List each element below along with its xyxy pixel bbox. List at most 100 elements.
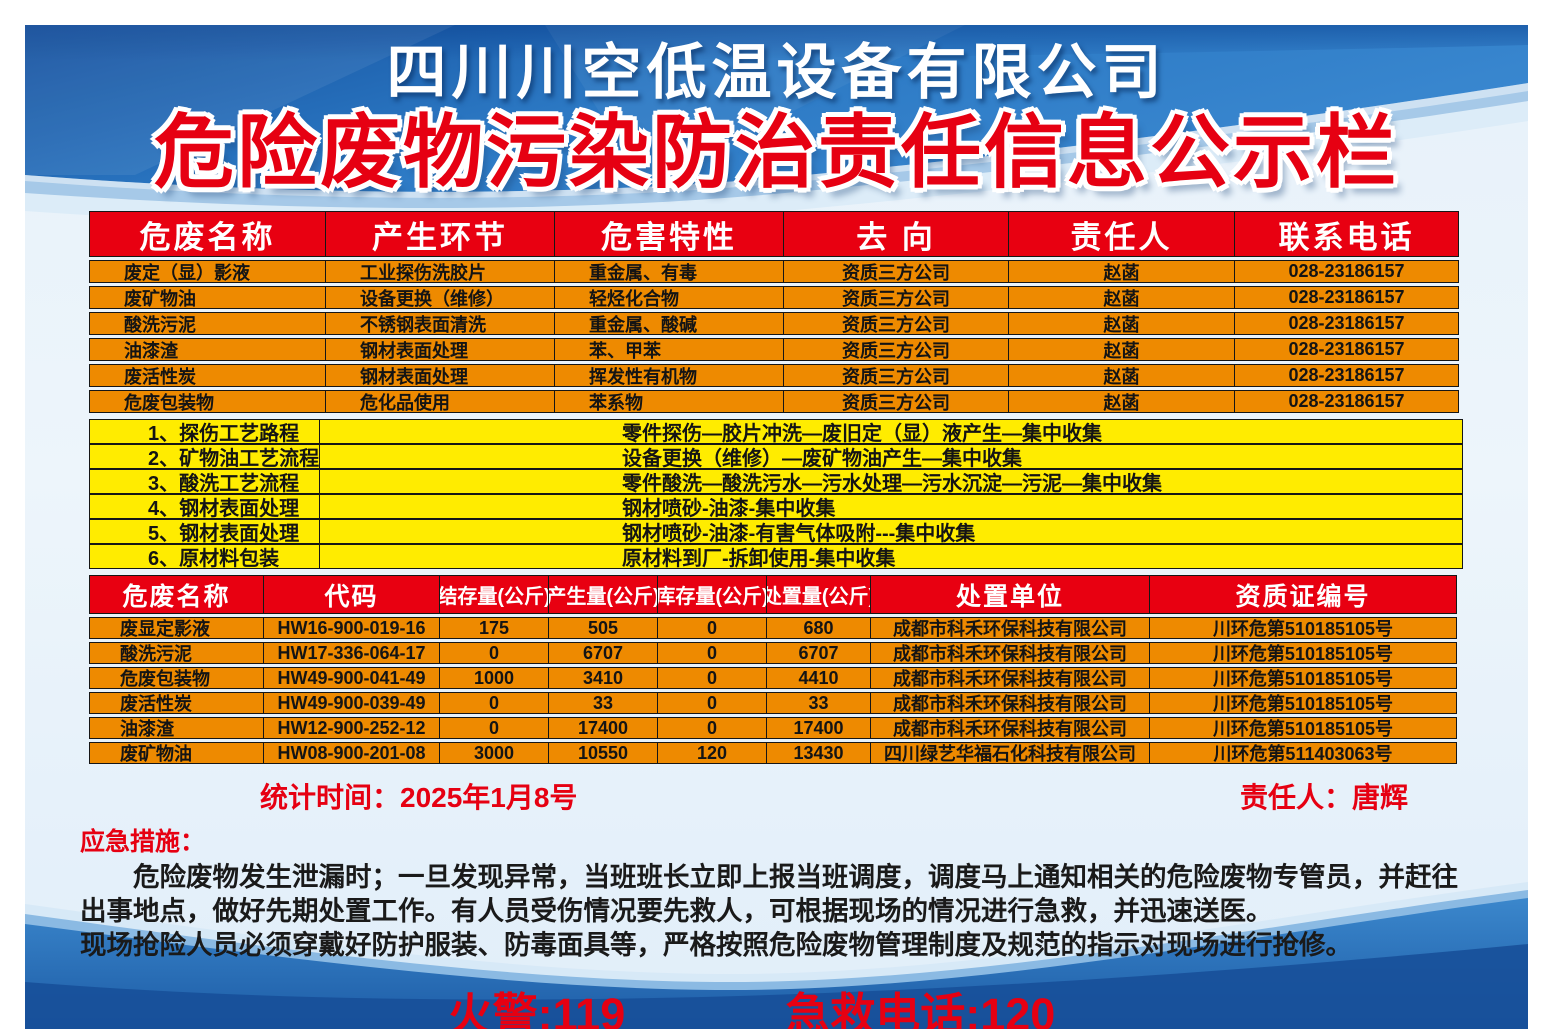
emergency-measures-text: 危险废物发生泄漏时；一旦发现异常，当班班长立即上报当班调度，调度马上通知相关的危… bbox=[80, 860, 1480, 962]
waste-cell: 苯系物 bbox=[554, 390, 784, 413]
waste-cell: 资质三方公司 bbox=[783, 260, 1009, 283]
waste-table-row: 酸洗污泥 不锈钢表面清洗 重金属、酸碱 资质三方公司 赵菡 028-23186157 bbox=[89, 312, 1464, 335]
quantity-cell: 505 bbox=[548, 617, 658, 639]
waste-cell: 危化品使用 bbox=[325, 390, 555, 413]
medical-phone-number: 急救电话:120 bbox=[785, 989, 1056, 1029]
quantity-cell: 川环危第510185105号 bbox=[1149, 692, 1457, 714]
process-table-row: 1、探伤工艺路程 零件探伤—胶片冲洗—废旧定（显）液产生—集中收集 bbox=[89, 419, 1464, 444]
quantity-header-cell: 代码 bbox=[263, 575, 440, 614]
stats-line: 统计时间：2025年1月8号 责任人：唐辉 bbox=[25, 776, 1528, 816]
process-flow-cell: 钢材喷砂-油漆-有害气体吸附---集中收集 bbox=[319, 519, 1463, 544]
process-flow-table: 1、探伤工艺路程 零件探伤—胶片冲洗—废旧定（显）液产生—集中收集 2、矿物油工艺流… bbox=[89, 419, 1464, 569]
quantity-cell: 0 bbox=[439, 692, 549, 714]
quantity-cell: 3000 bbox=[439, 742, 549, 764]
quantity-cell: 成都市科禾环保科技有限公司 bbox=[870, 692, 1150, 714]
emergency-measures-title: 应急措施： bbox=[80, 828, 206, 856]
quantity-table-row: 酸洗污泥 HW17-336-064-17 0 6707 0 6707 成都市科禾环保科技有限… bbox=[89, 642, 1464, 664]
waste-header-cell: 产生环节 bbox=[325, 211, 555, 257]
waste-cell: 重金属、有毒 bbox=[554, 260, 784, 283]
quantity-cell: HW49-900-041-49 bbox=[263, 667, 440, 689]
quantity-cell: 成都市科禾环保科技有限公司 bbox=[870, 642, 1150, 664]
quantity-header-cell: 危废名称 bbox=[89, 575, 264, 614]
waste-cell: 危废包装物 bbox=[89, 390, 326, 413]
quantity-table-row: 危废包装物 HW49-900-041-49 1000 3410 0 4410 成都市科禾环保… bbox=[89, 667, 1464, 689]
quantity-cell: 10550 bbox=[548, 742, 658, 764]
quantity-cell: 0 bbox=[657, 667, 767, 689]
waste-table-header-row: 危废名称 产生环节 危害特性去 向责任人 联系电话 bbox=[89, 211, 1464, 257]
process-flow-cell: 钢材喷砂-油漆-集中收集 bbox=[319, 494, 1463, 519]
quantity-table-row: 废矿物油 HW08-900-201-08 3000 10550 120 13430 四川绿艺… bbox=[89, 742, 1464, 764]
quantity-cell: 成都市科禾环保科技有限公司 bbox=[870, 667, 1150, 689]
quantity-cell: 0 bbox=[439, 642, 549, 664]
waste-table-row: 废活性炭 钢材表面处理 挥发性有机物 资质三方公司 赵菡 028-23186157 bbox=[89, 364, 1464, 387]
waste-cell: 苯、甲苯 bbox=[554, 338, 784, 361]
quantity-cell: 17400 bbox=[766, 717, 871, 739]
stats-time: 统计时间：2025年1月8号 bbox=[260, 782, 578, 813]
waste-cell: 工业探伤洗胶片 bbox=[325, 260, 555, 283]
quantity-header-cell: 处置单位 bbox=[870, 575, 1150, 614]
waste-header-cell: 去 向 bbox=[783, 211, 1009, 257]
quantity-cell: 175 bbox=[439, 617, 549, 639]
waste-table-row: 废定（显）影液 工业探伤洗胶片 重金属、有毒 资质三方公司 赵菡 028-23186157 bbox=[89, 260, 1464, 283]
waste-header-cell: 危害特性 bbox=[554, 211, 784, 257]
quantity-cell: 6707 bbox=[766, 642, 871, 664]
quantity-cell: HW16-900-019-16 bbox=[263, 617, 440, 639]
waste-cell: 资质三方公司 bbox=[783, 390, 1009, 413]
quantity-cell: 3410 bbox=[548, 667, 658, 689]
quantity-cell: 0 bbox=[657, 642, 767, 664]
fire-alarm-number: 火警:119 bbox=[447, 989, 626, 1029]
process-table-row: 5、钢材表面处理 钢材喷砂-油漆-有害气体吸附---集中收集 bbox=[89, 519, 1464, 544]
quantity-cell: 6707 bbox=[548, 642, 658, 664]
waste-cell: 资质三方公司 bbox=[783, 364, 1009, 387]
process-label-cell: 2、矿物油工艺流程 bbox=[89, 444, 320, 469]
quantity-cell: 川环危第511403063号 bbox=[1149, 742, 1457, 764]
quantity-cell: 成都市科禾环保科技有限公司 bbox=[870, 717, 1150, 739]
bulletin-board-poster: 四川川空低温设备有限公司 危险废物污染防治责任信息公示栏 危废名称 产生环节 危害特… bbox=[25, 25, 1528, 1029]
process-label-cell: 5、钢材表面处理 bbox=[89, 519, 320, 544]
quantity-cell: 33 bbox=[548, 692, 658, 714]
waste-cell: 赵菡 bbox=[1008, 338, 1235, 361]
quantity-cell: 废矿物油 bbox=[89, 742, 264, 764]
quantity-header-cell: 产生量(公斤) bbox=[548, 575, 658, 614]
quantity-header-cell: 结存量(公斤) bbox=[439, 575, 549, 614]
quantity-cell: 120 bbox=[657, 742, 767, 764]
waste-cell: 资质三方公司 bbox=[783, 286, 1009, 309]
quantity-cell: 废显定影液 bbox=[89, 617, 264, 639]
quantity-table-row: 废活性炭 HW49-900-039-49 0 33 0 33 成都市科禾环保科技有限公司 川环… bbox=[89, 692, 1464, 714]
quantity-cell: 17400 bbox=[548, 717, 658, 739]
process-table-row: 3、酸洗工艺流程 零件酸洗—酸洗污水—污水处理—污水沉淀—污泥—集中收集 bbox=[89, 469, 1464, 494]
waste-cell: 资质三方公司 bbox=[783, 312, 1009, 335]
waste-cell: 酸洗污泥 bbox=[89, 312, 326, 335]
waste-cell: 赵菡 bbox=[1008, 390, 1235, 413]
company-title: 四川川空低温设备有限公司 bbox=[386, 39, 1167, 106]
quantity-cell: 4410 bbox=[766, 667, 871, 689]
quantity-cell: 成都市科禾环保科技有限公司 bbox=[870, 617, 1150, 639]
page-title: 危险废物污染防治责任信息公示栏 bbox=[154, 108, 1399, 197]
quantity-header-cell: 处置量(公斤) bbox=[766, 575, 871, 614]
process-label-cell: 1、探伤工艺路程 bbox=[89, 419, 320, 444]
waste-cell: 挥发性有机物 bbox=[554, 364, 784, 387]
waste-header-cell: 责任人 bbox=[1008, 211, 1235, 257]
responsible-person: 责任人：唐辉 bbox=[1239, 782, 1408, 813]
process-table-row: 2、矿物油工艺流程 设备更换（维修）—废矿物油产生—集中收集 bbox=[89, 444, 1464, 469]
process-table-row: 6、原材料包装 原材料到厂-拆卸使用-集中收集 bbox=[89, 544, 1464, 569]
quantity-cell: 13430 bbox=[766, 742, 871, 764]
waste-cell: 028-23186157 bbox=[1234, 312, 1459, 335]
quantity-table: 危废名称 代码 结存量(公斤) 产生量(公斤) 库存量(公斤) 处置量(公斤) 处置单位 资质… bbox=[89, 575, 1464, 764]
waste-cell: 028-23186157 bbox=[1234, 286, 1459, 309]
quantity-cell: 油漆渣 bbox=[89, 717, 264, 739]
quantity-cell: 0 bbox=[657, 617, 767, 639]
quantity-cell: 0 bbox=[657, 692, 767, 714]
process-flow-cell: 零件酸洗—酸洗污水—污水处理—污水沉淀—污泥—集中收集 bbox=[319, 469, 1463, 494]
quantity-cell: 川环危第510185105号 bbox=[1149, 667, 1457, 689]
quantity-cell: 川环危第510185105号 bbox=[1149, 617, 1457, 639]
process-flow-cell: 设备更换（维修）—废矿物油产生—集中收集 bbox=[319, 444, 1463, 469]
waste-cell: 设备更换（维修） bbox=[325, 286, 555, 309]
quantity-table-row: 废显定影液 HW16-900-019-16 175 505 0 680 成都市科禾环保科技有… bbox=[89, 617, 1464, 639]
quantity-cell: 废活性炭 bbox=[89, 692, 264, 714]
process-flow-cell: 原材料到厂-拆卸使用-集中收集 bbox=[319, 544, 1463, 569]
quantity-cell: 33 bbox=[766, 692, 871, 714]
waste-cell: 废定（显）影液 bbox=[89, 260, 326, 283]
waste-cell: 028-23186157 bbox=[1234, 338, 1459, 361]
process-label-cell: 4、钢材表面处理 bbox=[89, 494, 320, 519]
